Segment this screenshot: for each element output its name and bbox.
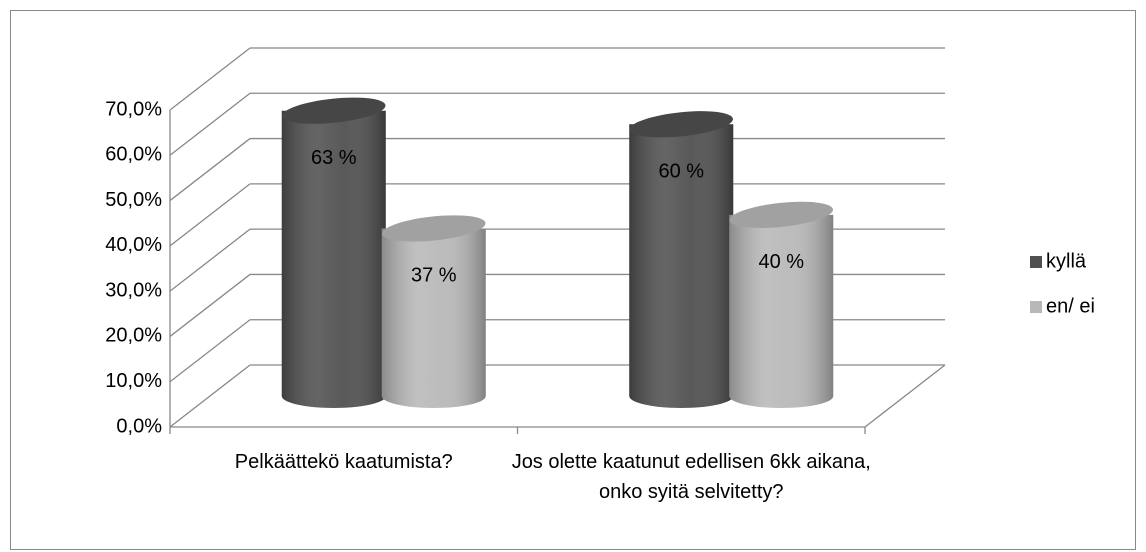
cylinder-top-shading [282, 97, 386, 124]
side-grid-line [169, 273, 251, 337]
side-grid-line [169, 319, 251, 383]
cylinder-top-shading [729, 201, 833, 228]
cylinder-top-shading [629, 111, 733, 138]
cylinder-shading [729, 214, 834, 408]
side-grid-line [169, 364, 251, 428]
data-label: 63 % [311, 147, 357, 169]
cylinder-shading [381, 228, 486, 408]
side-grid-line [169, 228, 251, 292]
side-grid-line [169, 92, 251, 156]
legend-label: kyllä [1046, 250, 1087, 272]
cylinder-top [729, 201, 833, 228]
y-tick-label: 70,0% [105, 98, 162, 120]
x-tick-label: Pelkäättekö kaatumista? [234, 451, 453, 473]
cylinder-top [282, 97, 386, 124]
cylinder-top [629, 111, 733, 138]
y-tick-label: 0,0% [116, 415, 162, 437]
cylinder-top-shading [382, 215, 486, 242]
side-grid-line [169, 47, 251, 111]
cylinder-shading [629, 124, 734, 409]
data-label: 60 % [658, 161, 704, 183]
y-tick-label: 40,0% [105, 234, 162, 256]
data-label: 40 % [758, 251, 804, 273]
chart-border [10, 10, 1136, 550]
y-tick-label: 60,0% [105, 144, 162, 166]
y-tick-label: 20,0% [105, 325, 162, 347]
data-label: 37 % [411, 265, 457, 287]
y-tick-label: 30,0% [105, 279, 162, 301]
legend-label: en/ ei [1046, 295, 1095, 317]
y-tick-label: 50,0% [105, 189, 162, 211]
side-grid-line [169, 183, 251, 247]
legend-swatch [1030, 256, 1042, 268]
cylinder-top [382, 215, 486, 242]
side-grid-line [169, 138, 251, 202]
y-tick-label: 10,0% [105, 370, 162, 392]
x-tick-label: Jos olette kaatunut edellisen 6kk aikana… [511, 451, 871, 503]
cylinder-shading [281, 110, 386, 408]
floor-right [864, 364, 946, 428]
legend-swatch [1030, 301, 1042, 313]
